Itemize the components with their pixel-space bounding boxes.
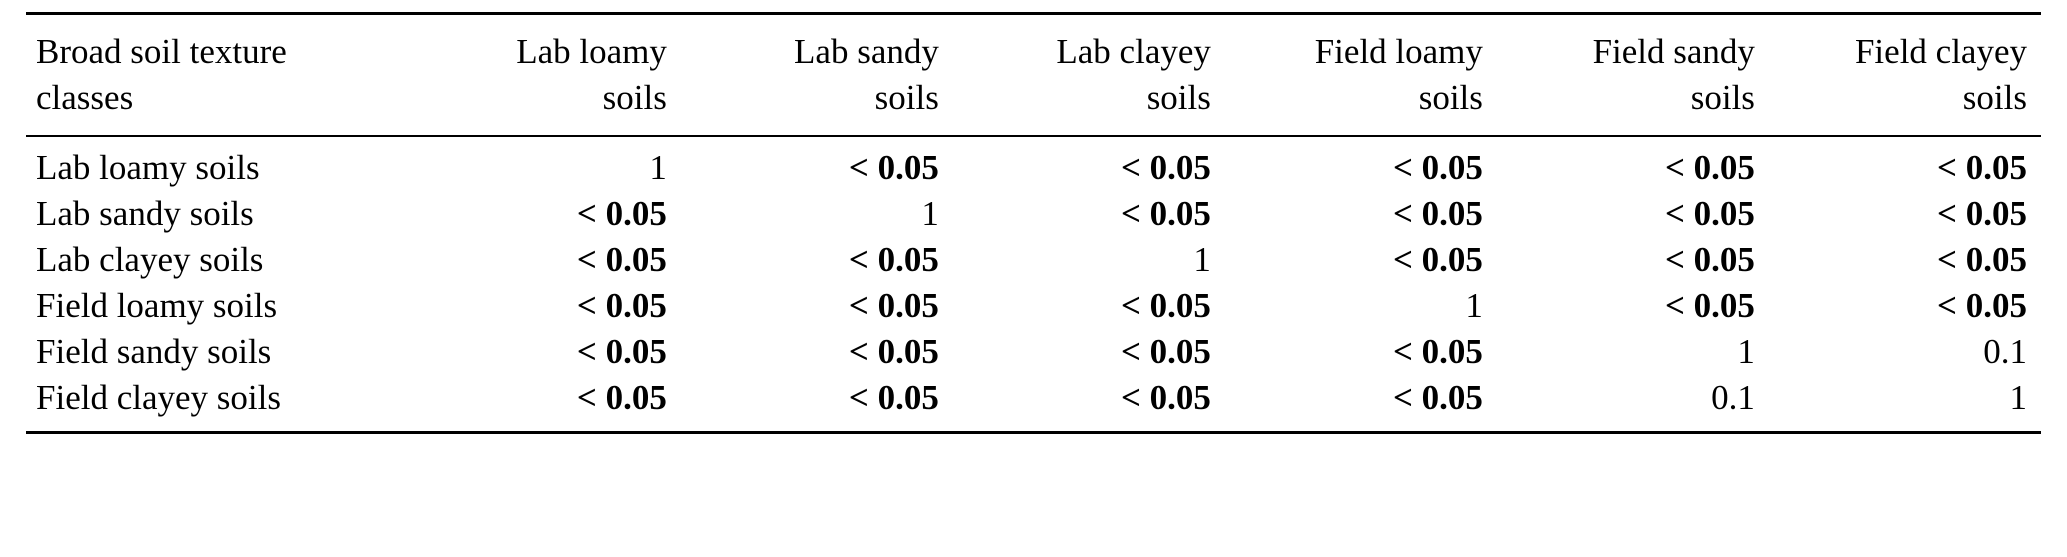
column-header-line1: Field loamy [1314,32,1483,71]
table-body: Lab loamy soils 1 < 0.05 < 0.05 < 0.05 <… [26,136,2041,433]
cell-value: < 0.05 [1392,378,1483,417]
cell-value: < 0.05 [1392,332,1483,371]
column-header-line2: soils [1690,78,1755,117]
column-header-line1: Field sandy [1592,32,1755,71]
cell-value: < 0.05 [1120,148,1211,187]
column-header-field-loamy: Field loamy soils [1224,13,1497,137]
table-header: Broad soil texture classes Lab loamy soi… [26,13,2041,137]
cell-value: < 0.05 [848,378,939,417]
cell-value: < 0.05 [576,194,667,233]
table-row: Field clayey soils < 0.05 < 0.05 < 0.05 … [26,375,2041,433]
cell-value: < 0.05 [1120,378,1211,417]
header-row-label: Broad soil texture classes [26,13,409,137]
column-header-lab-loamy: Lab loamy soils [408,13,681,137]
header-label-line1: Broad soil texture [36,32,287,71]
column-header-line2: soils [874,78,939,117]
cell-value: 1 [1737,332,1755,371]
cell-value: < 0.05 [1937,148,2027,187]
column-header-line2: soils [1146,78,1211,117]
cell-value: < 0.05 [1937,286,2027,325]
row-label: Field sandy soils [36,332,272,371]
column-header-lab-sandy: Lab sandy soils [680,13,953,137]
cell-value: < 0.05 [1664,286,1755,325]
cell-value: < 0.05 [848,240,939,279]
cell-value: < 0.05 [1392,240,1483,279]
cell-value: 1 [1465,286,1483,325]
cell-value: < 0.05 [1937,240,2027,279]
cell-value: < 0.05 [848,332,939,371]
cell-value: < 0.05 [1664,240,1755,279]
cell-value: < 0.05 [576,332,667,371]
cell-value: 1 [1193,240,1211,279]
cell-value: < 0.05 [576,240,667,279]
cell-value: < 0.05 [1120,332,1211,371]
cell-value: < 0.05 [1937,194,2027,233]
cell-value: < 0.05 [1392,194,1483,233]
column-header-lab-clayey: Lab clayey soils [952,13,1225,137]
cell-value: 1 [2009,378,2028,417]
table-row: Lab sandy soils < 0.05 1 < 0.05 < 0.05 <… [26,191,2041,237]
cell-value: 1 [649,148,667,187]
column-header-line1: Lab sandy [794,32,939,71]
column-header-line2: soils [1418,78,1483,117]
column-header-line1: Lab clayey [1056,32,1211,71]
header-label-line2: classes [36,78,134,117]
cell-value: < 0.05 [1120,194,1211,233]
cell-value: 1 [921,194,939,233]
soil-texture-significance-table: Broad soil texture classes Lab loamy soi… [26,12,2041,434]
table-row: Field loamy soils < 0.05 < 0.05 < 0.05 1… [26,283,2041,329]
row-label: Lab clayey soils [36,240,264,279]
row-label: Field clayey soils [36,378,281,417]
cell-value: < 0.05 [1664,148,1755,187]
cell-value: < 0.05 [848,148,939,187]
cell-value: 0.1 [1711,378,1755,417]
cell-value: < 0.05 [1120,286,1211,325]
row-label: Lab loamy soils [36,148,260,187]
cell-value: < 0.05 [1392,148,1483,187]
table-row: Lab loamy soils 1 < 0.05 < 0.05 < 0.05 <… [26,136,2041,191]
row-label: Field loamy soils [36,286,278,325]
column-header-field-clayey: Field clayey soils [1768,13,2041,137]
cell-value: < 0.05 [576,378,667,417]
cell-value: < 0.05 [848,286,939,325]
cell-value: < 0.05 [1664,194,1755,233]
column-header-line2: soils [1962,78,2027,117]
column-header-field-sandy: Field sandy soils [1496,13,1769,137]
header-row: Broad soil texture classes Lab loamy soi… [26,13,2041,137]
cell-value: 0.1 [1983,332,2027,371]
table-row: Lab clayey soils < 0.05 < 0.05 1 < 0.05 … [26,237,2041,283]
row-label: Lab sandy soils [36,194,254,233]
column-header-line1: Lab loamy [516,32,667,71]
cell-value: < 0.05 [576,286,667,325]
table-row: Field sandy soils < 0.05 < 0.05 < 0.05 <… [26,329,2041,375]
column-header-line2: soils [602,78,667,117]
column-header-line1: Field clayey [1854,32,2027,71]
